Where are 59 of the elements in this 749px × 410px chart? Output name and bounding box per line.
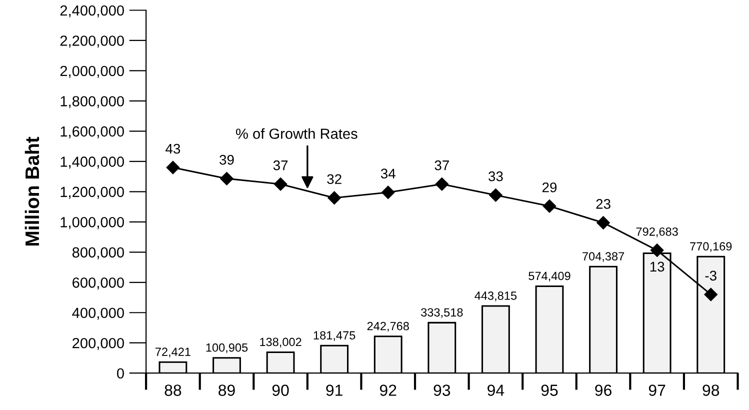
annotation: % of Growth Rates: [236, 128, 358, 139]
x-tick-label: 93: [434, 384, 450, 396]
data-label: 333,518: [421, 308, 463, 318]
point: [435, 178, 448, 191]
x-tick-label: 95: [541, 384, 558, 396]
data-label: 574,409: [528, 272, 570, 282]
data-label: 792,683: [636, 227, 678, 238]
x-tick-label: 98: [702, 384, 720, 396]
y-axis-title: Million Baht: [24, 136, 40, 246]
y-tick-label: 600,000: [72, 277, 124, 290]
y-tick-label: 0: [116, 368, 124, 379]
point: [220, 172, 234, 186]
x-tick-label: 90: [272, 384, 289, 396]
x-tick-label: 88: [164, 384, 182, 396]
data-label: 37: [273, 160, 288, 170]
y-tick-label: 800,000: [72, 247, 124, 260]
data-label: 34: [380, 168, 396, 179]
x-tick-label: 91: [326, 384, 342, 396]
data-label: 242,768: [367, 322, 409, 332]
point: [274, 178, 288, 191]
data-label: 39: [220, 154, 234, 165]
point: [166, 160, 180, 174]
point: [650, 244, 664, 257]
x-tick-label: 96: [595, 384, 612, 396]
y-tick-label: 200,000: [72, 338, 124, 350]
data-label: 32: [327, 174, 342, 184]
data-label: 138,002: [260, 338, 302, 348]
data-label: 704,387: [582, 252, 624, 262]
data-label: 72,421: [156, 348, 190, 358]
data-label: 443,815: [474, 292, 517, 302]
y-tick-label: 1,400,000: [60, 156, 124, 169]
y-tick-label: 400,000: [72, 308, 124, 320]
x-tick-label: 92: [380, 384, 396, 396]
data-label: 13: [650, 262, 664, 272]
data-label: 43: [166, 144, 180, 154]
point: [382, 186, 395, 199]
y-tick-label: 1,200,000: [60, 186, 124, 199]
data-label: 37: [434, 160, 449, 170]
point: [328, 191, 341, 204]
point: [704, 288, 718, 302]
y-tick-label: 1,800,000: [60, 96, 124, 108]
x-tick-label: 94: [488, 384, 504, 396]
y-tick-label: 1,000,000: [60, 217, 124, 230]
data-label: 770,169: [690, 242, 732, 252]
x-tick-label: 97: [648, 384, 666, 396]
x-tick-label: 89: [218, 384, 235, 396]
y-tick-label: 2,200,000: [60, 36, 124, 48]
y-tick-label: 2,000,000: [60, 66, 124, 78]
data-label: 100,905: [206, 343, 248, 354]
data-label: 33: [488, 171, 503, 182]
y-tick-label: 1,600,000: [60, 126, 124, 138]
y-tick-label: 2,400,000: [60, 5, 124, 18]
point: [489, 188, 502, 202]
data-label: 181,475: [314, 331, 356, 341]
point: [542, 200, 556, 213]
data-label: -3: [705, 270, 716, 281]
point: [596, 216, 610, 230]
data-label: 29: [542, 182, 557, 192]
data-label: 23: [596, 199, 610, 209]
